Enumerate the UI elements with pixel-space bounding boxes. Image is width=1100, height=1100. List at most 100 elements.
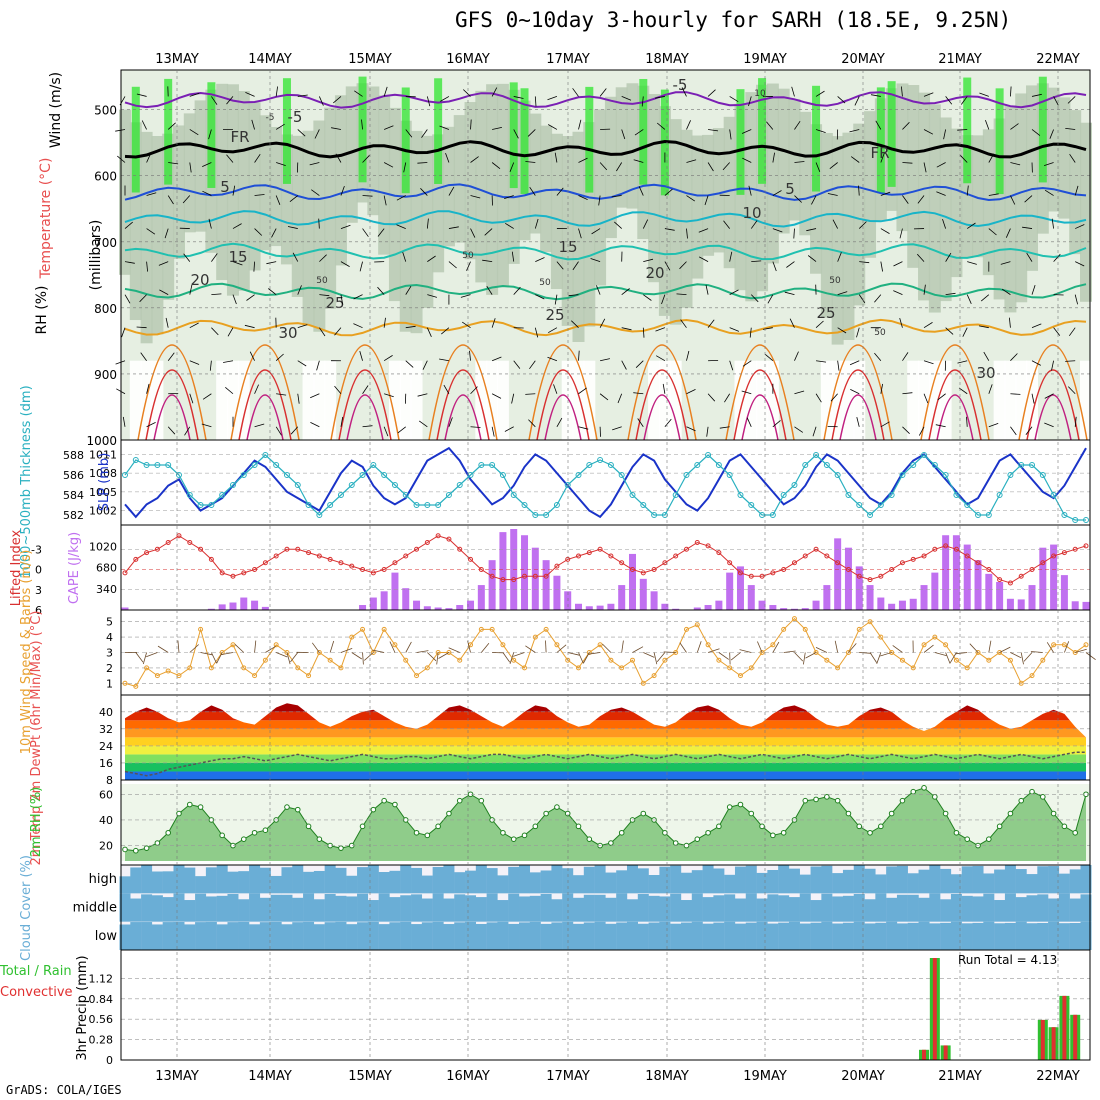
cloud-bar	[896, 894, 908, 922]
wind-barb	[146, 261, 148, 272]
lifted-index-point	[219, 570, 225, 576]
cloud-bar	[1069, 869, 1081, 894]
cloud-bar	[313, 899, 325, 922]
wind-barb	[319, 254, 327, 262]
cloud-bar	[616, 893, 628, 922]
wind-barb	[850, 389, 860, 395]
wind-barb	[405, 360, 414, 368]
lifted-index-point	[856, 573, 862, 579]
surface-wind-barb	[772, 641, 780, 653]
surface-wind-barb	[1010, 652, 1022, 659]
wind-barb	[612, 426, 622, 431]
temperature-contour	[124, 282, 1087, 301]
rh-band	[302, 130, 315, 326]
wind-speed-point	[597, 642, 603, 648]
cloud-bar	[573, 875, 585, 894]
thickness-point	[629, 492, 636, 498]
cloud-bar	[940, 868, 952, 894]
cloud-bar	[745, 922, 757, 950]
wind-barb	[504, 426, 514, 432]
cloud-bar	[821, 893, 833, 922]
surface-temperature-contour	[330, 344, 400, 441]
wind-barb	[463, 89, 471, 97]
wind-barb	[340, 261, 350, 267]
wind-barb	[707, 89, 716, 97]
wind-speed-point	[1083, 642, 1089, 648]
cloud-bar	[670, 865, 682, 894]
cloud-bar	[551, 865, 563, 894]
wind-speed-point	[1051, 642, 1057, 648]
wind-barb	[405, 129, 413, 138]
wind-speed-point	[187, 665, 193, 671]
cloud-bar	[734, 866, 746, 894]
cape-bar	[391, 572, 399, 610]
wind-barb	[334, 327, 342, 336]
lifted-index-point	[683, 546, 689, 552]
cloud-bar	[400, 865, 412, 894]
wind-speed-point	[748, 665, 754, 671]
top-axis-tick-label: 20MAY	[841, 52, 885, 67]
wind-barb	[266, 261, 277, 265]
lifted-index-point	[133, 556, 139, 562]
wind-speed-point	[813, 650, 819, 655]
wind-barb	[504, 195, 514, 199]
rh-point	[284, 804, 290, 810]
cape-bar	[747, 585, 755, 610]
rh-band	[712, 128, 725, 253]
cloud-bar	[465, 895, 477, 922]
thickness-point	[294, 482, 301, 488]
cloud-bar	[249, 865, 261, 894]
thickness-point	[715, 462, 722, 468]
rh-point	[294, 806, 301, 813]
cloud-bar	[216, 865, 228, 894]
rh-point	[1029, 788, 1035, 795]
wind-barb	[985, 119, 990, 130]
cape-bar	[985, 573, 993, 610]
wind-barb	[837, 360, 840, 371]
wind-barb	[815, 90, 825, 97]
contour-label: 25	[325, 294, 344, 312]
lifted-index-point	[403, 553, 409, 559]
cape-bar	[639, 578, 647, 610]
thickness-point	[640, 502, 647, 508]
lifted-index-point	[629, 567, 635, 572]
dry-band	[918, 360, 931, 440]
wind-barb	[988, 384, 993, 394]
wind-barb	[988, 423, 999, 428]
cape-bar	[693, 607, 701, 610]
surface-wind-barb	[783, 650, 796, 653]
cloud-bar	[335, 921, 347, 950]
surface-temperature-contour	[839, 394, 877, 441]
rh-point	[435, 823, 441, 830]
wind-barb	[202, 162, 212, 167]
wind-barb	[902, 162, 913, 164]
wind-barb	[469, 350, 471, 361]
thickness-point	[759, 512, 766, 518]
cape-bar	[898, 600, 906, 610]
rh-point	[694, 836, 701, 842]
rh-point	[370, 806, 377, 813]
lifted-index-line	[124, 535, 1087, 584]
thickness-point	[532, 512, 539, 518]
rh-high-band	[282, 78, 291, 184]
lifted-index-point	[554, 563, 560, 569]
wind-barb	[554, 294, 558, 305]
lifted-index-point	[878, 573, 884, 579]
rh-point	[856, 823, 863, 830]
wind-barb	[1065, 128, 1076, 130]
rh-band	[1080, 122, 1092, 302]
surface-wind-barb	[276, 652, 288, 658]
rh-band	[745, 92, 758, 302]
wind-barb	[967, 222, 976, 229]
cloud-bar	[713, 868, 725, 894]
cloud-bar	[853, 921, 865, 950]
rh-band	[529, 113, 542, 234]
li-axis-label: Lifted Index	[9, 529, 24, 606]
thickness-point	[813, 452, 820, 458]
cape-bar	[413, 600, 421, 610]
cloud-bar	[994, 923, 1006, 950]
wind-barb	[1010, 426, 1017, 436]
lifted-index-point	[424, 540, 430, 545]
wind-barb	[254, 228, 263, 236]
cape-bar	[207, 608, 215, 610]
